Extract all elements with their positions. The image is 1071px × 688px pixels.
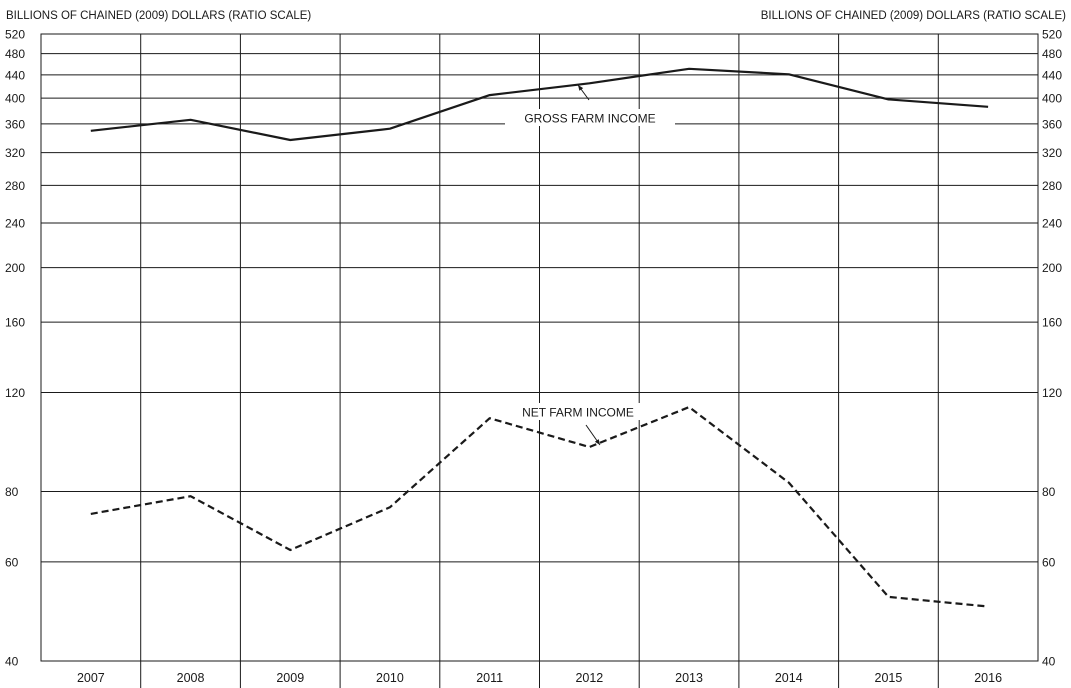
y-tick-label-left: 160 — [5, 316, 25, 330]
y-tick-label-left: 480 — [5, 47, 25, 61]
x-tick-label: 2007 — [77, 671, 105, 685]
net-farm-income-arrowhead — [594, 439, 600, 445]
gross-farm-income-line — [90, 67, 989, 142]
gross-farm-income-label: GROSS FARM INCOME — [524, 112, 655, 126]
y-tick-label-right: 200 — [1042, 261, 1062, 275]
y-tick-label-left: 280 — [5, 179, 25, 193]
y-tick-label-right: 80 — [1042, 485, 1056, 499]
y-tick-label-left: 240 — [5, 217, 25, 231]
x-tick-label: 2015 — [875, 671, 903, 685]
y-tick-label-right: 440 — [1042, 68, 1062, 82]
annotation-layer: GROSS FARM INCOME NET FARM INCOME — [505, 84, 675, 446]
y-tick-label-right: 360 — [1042, 117, 1062, 131]
grid-layer — [41, 34, 1038, 688]
x-tick-label: 2010 — [376, 671, 404, 685]
net-farm-income-label-bg — [511, 403, 645, 420]
net-farm-income-line — [90, 406, 989, 608]
y-unit-left: BILLIONS OF CHAINED (2009) DOLLARS (RATI… — [6, 10, 311, 22]
y-tick-label-left: 60 — [5, 555, 19, 569]
x-tick-label: 2011 — [476, 671, 503, 685]
x-tick-label: 2008 — [177, 671, 205, 685]
y-tick-label-right: 240 — [1042, 217, 1062, 231]
y-tick-label-left: 120 — [5, 386, 25, 400]
x-tick-label: 2012 — [575, 671, 603, 685]
y-tick-label-right: 280 — [1042, 179, 1062, 193]
y-tick-label-left: 320 — [5, 146, 25, 160]
y-tick-label-left: 40 — [5, 655, 19, 669]
y-tick-label-left: 360 — [5, 117, 25, 131]
y-tick-label-right: 160 — [1042, 316, 1062, 330]
y-tick-label-right: 40 — [1042, 655, 1056, 669]
y-tick-label-left: 400 — [5, 92, 25, 106]
gross-farm-income-label-bg — [505, 109, 675, 126]
y-tick-label-right: 480 — [1042, 47, 1062, 61]
plot-frame — [40, 33, 1039, 662]
y-tick-labels: 40 40 60 60 80 80 120 120 160 160 200 200 240 240 280 2… — [5, 28, 1062, 669]
net-farm-income-label: NET FARM INCOME — [522, 406, 634, 420]
y-tick-label-left: 200 — [5, 261, 25, 275]
x-tick-label: 2016 — [974, 671, 1002, 685]
y-tick-label-right: 320 — [1042, 146, 1062, 160]
y-tick-label-right: 400 — [1042, 92, 1062, 106]
y-tick-label-right: 520 — [1042, 28, 1062, 42]
y-tick-label-left: 80 — [5, 485, 19, 499]
y-tick-label-left: 520 — [5, 28, 25, 42]
x-tick-labels: 2007 2008 2009 2010 2011 2012 2013 2014 2015 2016 — [77, 671, 1002, 685]
y-tick-label-left: 440 — [5, 68, 25, 82]
x-tick-label: 2014 — [775, 671, 803, 685]
gross-farm-income-arrowhead — [578, 85, 584, 91]
y-tick-label-right: 60 — [1042, 555, 1056, 569]
y-unit-right: BILLIONS OF CHAINED (2009) DOLLARS (RATI… — [761, 10, 1066, 22]
y-tick-label-right: 120 — [1042, 386, 1062, 400]
x-tick-label: 2013 — [675, 671, 703, 685]
series-layer — [90, 67, 989, 608]
x-tick-label: 2009 — [276, 671, 304, 685]
